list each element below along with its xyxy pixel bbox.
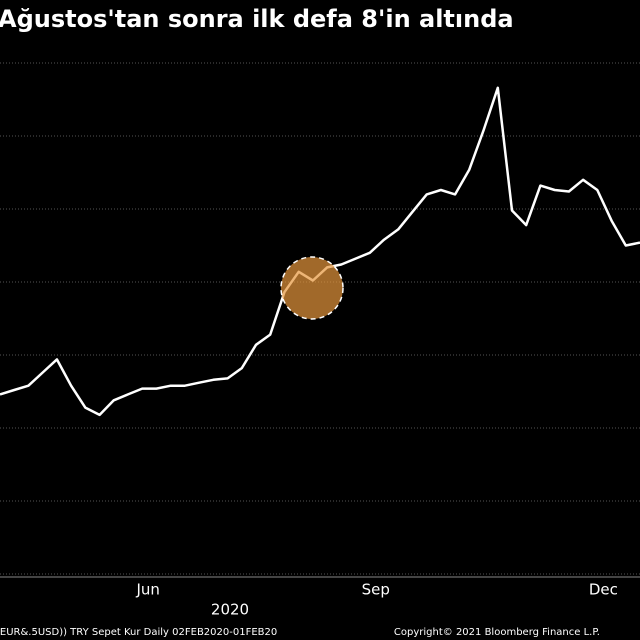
x-tick-label: Dec — [589, 581, 618, 599]
x-tick-label: Jun — [136, 581, 160, 599]
year-label: 2020 — [211, 601, 249, 619]
footer-source: (EUR&.5USD)) TRY Sepet Kur Daily 02FEB20… — [0, 627, 277, 638]
footer-copyright: Copyright© 2021 Bloomberg Finance L.P. — [394, 627, 600, 638]
chart-title: Ağustos'tan sonra ilk defa 8'in altında — [0, 5, 514, 33]
highlight-circle — [280, 256, 344, 320]
x-tick-label: Sep — [362, 581, 390, 599]
